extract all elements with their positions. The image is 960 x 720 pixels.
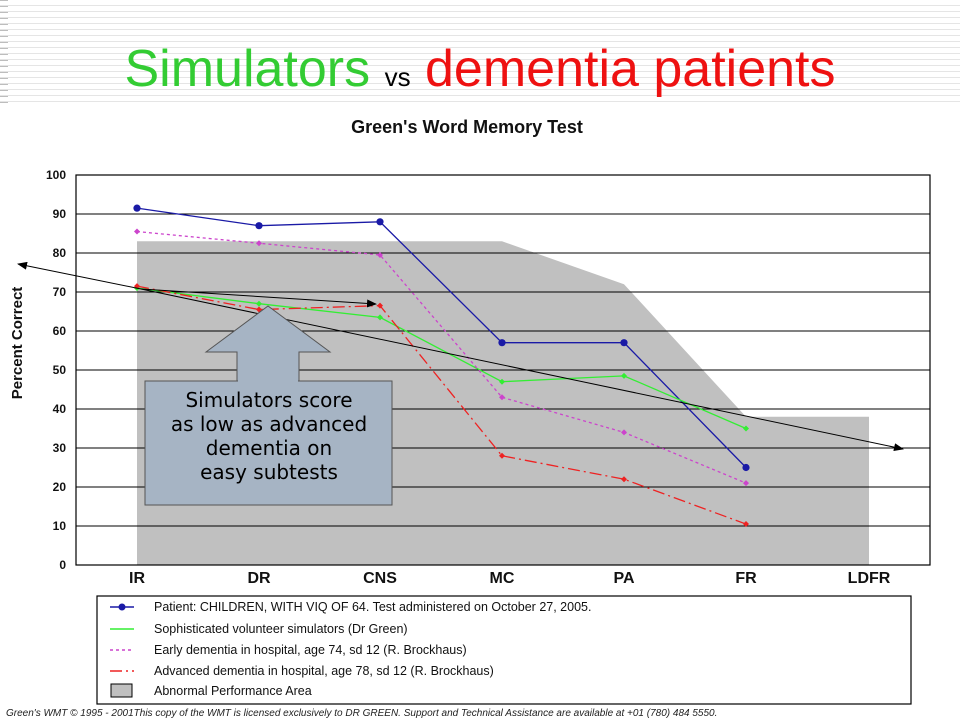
legend-label: Patient: CHILDREN, WITH VIQ OF 64. Test … bbox=[154, 600, 591, 614]
x-tick-label: PA bbox=[613, 570, 634, 587]
series-point bbox=[743, 480, 749, 487]
x-tick-label: IR bbox=[129, 570, 145, 587]
legend-swatch-area bbox=[110, 683, 133, 698]
series-point bbox=[377, 302, 383, 309]
series-point bbox=[620, 339, 628, 347]
x-tick-label: LDFR bbox=[848, 570, 891, 587]
series-point bbox=[256, 240, 262, 247]
y-tick-label: 30 bbox=[53, 441, 67, 455]
y-tick-label: 60 bbox=[53, 324, 67, 338]
series-point bbox=[621, 429, 627, 436]
series-point bbox=[256, 300, 262, 307]
y-tick-label: 80 bbox=[53, 246, 67, 260]
y-tick-label: 50 bbox=[53, 363, 67, 377]
series-line bbox=[136, 287, 747, 430]
legend-box bbox=[96, 595, 912, 705]
series-point bbox=[376, 218, 384, 226]
title-vs: vs bbox=[384, 62, 411, 92]
series-point bbox=[743, 521, 749, 528]
series-point bbox=[742, 463, 750, 472]
x-tick-label: CNS bbox=[363, 570, 397, 587]
legend-label: Abnormal Performance Area bbox=[154, 684, 312, 698]
y-axis-label: Percent Correct bbox=[9, 287, 26, 400]
slide-header-lines bbox=[0, 0, 960, 105]
series-point bbox=[499, 378, 505, 385]
series-point bbox=[255, 222, 263, 230]
series-line bbox=[136, 207, 747, 468]
callout-line: Simulators score bbox=[185, 388, 353, 412]
legend-label: Early dementia in hospital, age 74, sd 1… bbox=[154, 643, 467, 657]
callout-joint bbox=[238, 379, 298, 383]
callout-line: dementia on bbox=[205, 436, 333, 460]
series-point bbox=[621, 372, 627, 379]
title-simulators: Simulators bbox=[124, 40, 371, 98]
footer-copyright: Green's WMT © 1995 - 2001This copy of th… bbox=[6, 708, 717, 719]
series-point bbox=[134, 228, 140, 235]
callout-up-arrow bbox=[204, 305, 332, 383]
callout-line: as low as advanced bbox=[170, 412, 368, 436]
y-tick-label: 20 bbox=[53, 480, 67, 494]
simulator-arrow bbox=[140, 288, 377, 308]
series-point bbox=[377, 314, 383, 321]
trend-arrow-left bbox=[17, 261, 142, 290]
y-tick-label: 10 bbox=[53, 519, 67, 533]
series-point bbox=[499, 394, 505, 401]
series-line bbox=[136, 230, 747, 484]
x-tick-label: MC bbox=[490, 570, 515, 587]
series-point bbox=[621, 476, 627, 483]
series-point bbox=[499, 452, 505, 459]
legend-label: Sophisticated volunteer simulators (Dr G… bbox=[154, 622, 408, 636]
slide-title: Simulators vs dementia patients bbox=[0, 38, 960, 108]
callout-line: easy subtests bbox=[200, 460, 338, 484]
y-tick-label: 70 bbox=[53, 285, 67, 299]
callout-box bbox=[144, 380, 393, 506]
y-tick-label: 90 bbox=[53, 207, 67, 221]
legend-swatch-marker bbox=[118, 603, 126, 611]
y-tick-label: 0 bbox=[59, 558, 66, 572]
y-tick-label: 40 bbox=[53, 402, 67, 416]
series-point bbox=[377, 251, 383, 258]
series-point bbox=[743, 425, 749, 432]
y-tick-label: 100 bbox=[46, 168, 66, 182]
callout-text: Simulators score as low as advanced deme… bbox=[146, 388, 392, 484]
x-tick-label: FR bbox=[735, 570, 757, 587]
legend-label: Advanced dementia in hospital, age 78, s… bbox=[154, 664, 494, 678]
series-point bbox=[498, 339, 506, 347]
chart-title: Green's Word Memory Test bbox=[351, 117, 583, 137]
series-point bbox=[133, 204, 141, 212]
title-dementia-patients: dementia patients bbox=[425, 40, 836, 98]
x-tick-label: DR bbox=[247, 570, 271, 587]
